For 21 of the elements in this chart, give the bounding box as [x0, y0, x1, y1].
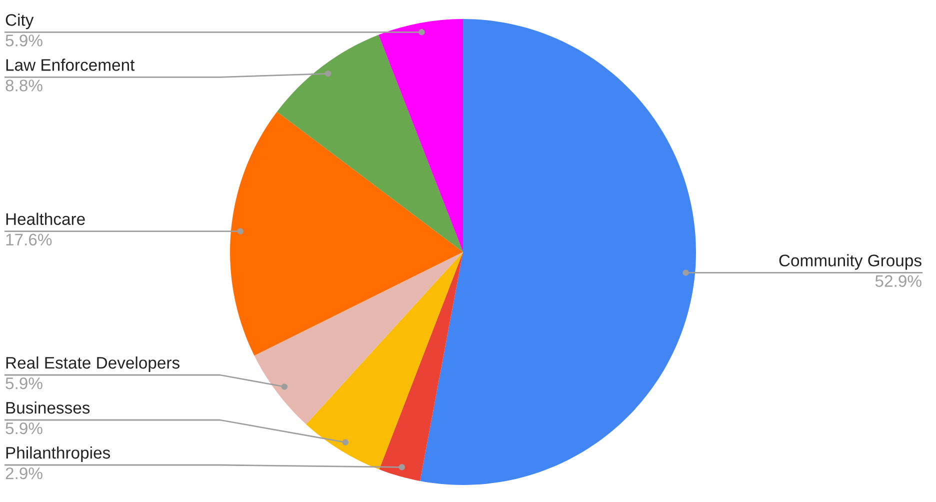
pie-slice — [254, 252, 463, 424]
data-label: 2.9% — [6, 467, 42, 480]
data-label: 8.8% — [6, 80, 42, 92]
slice-label: Businesses — [6, 401, 90, 414]
data-label: 5.9% — [6, 377, 42, 390]
pie-slice — [420, 19, 696, 485]
slice-label: Law Enforcement — [6, 58, 135, 71]
data-label: 5.9% — [6, 422, 42, 434]
slice-label: Community Groups — [779, 254, 922, 270]
data-label: 5.9% — [6, 34, 42, 46]
pie-slice — [378, 19, 463, 252]
slice-label: City — [6, 14, 34, 30]
slice-label: Philanthropies — [6, 446, 110, 462]
slice-label: Healthcare — [6, 212, 85, 225]
data-label: 52.9% — [875, 275, 922, 287]
pie-slice — [230, 112, 463, 356]
pie-slice — [306, 252, 463, 470]
pie-slice — [379, 252, 463, 481]
data-label: 17.6% — [6, 234, 52, 246]
slice-label: Real Estate Developers — [6, 356, 180, 372]
pie-slice — [276, 34, 463, 252]
